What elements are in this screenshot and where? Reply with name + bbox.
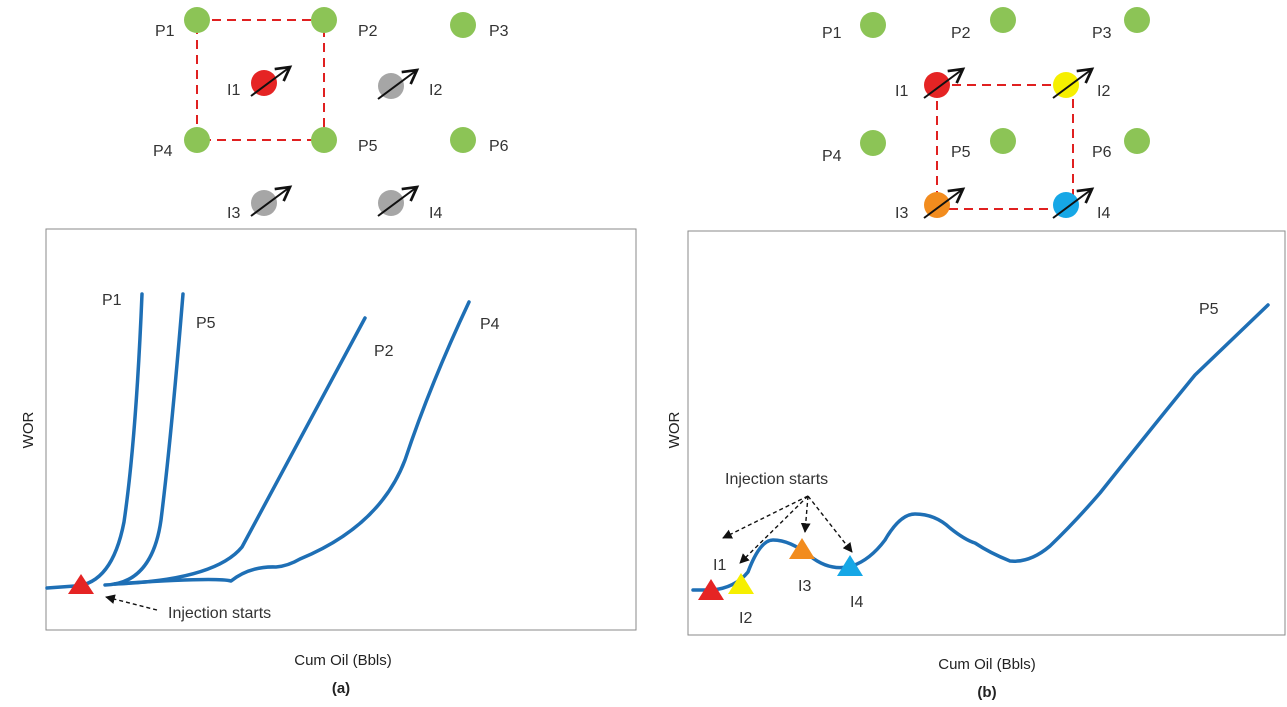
caption-b: (b)	[977, 684, 996, 701]
producer-p2-marker	[990, 7, 1016, 33]
well-label-i3: I3	[227, 205, 240, 222]
well-label-p4: P4	[153, 143, 173, 160]
marker-i2	[728, 573, 754, 594]
marker-label-i3: I3	[798, 578, 811, 595]
annotation-arrow-i2	[739, 495, 809, 564]
injection-start-marker	[68, 574, 94, 594]
injector-i2-marker	[1053, 72, 1079, 98]
well-label-p6: P6	[489, 138, 509, 155]
y-axis-label-b: WOR	[666, 412, 683, 449]
well-label-i1: I1	[895, 83, 908, 100]
caption-a: (a)	[332, 680, 350, 697]
well-label-p1: P1	[822, 25, 842, 42]
well-label-i4: I4	[1097, 205, 1110, 222]
injector-i3-arrow	[250, 185, 293, 217]
well-label-p3: P3	[1092, 25, 1112, 42]
curve-p5	[103, 292, 185, 587]
producer-p1-marker	[184, 7, 210, 33]
marker-i1	[698, 579, 724, 600]
producer-p4-marker	[860, 130, 886, 156]
panel-b: P1 P2 P3 P4 P5 P6 I1 I2 I3 I4 Injection …	[666, 7, 1286, 701]
annotation-arrow-i1	[722, 495, 809, 539]
producer-p3-marker	[450, 12, 476, 38]
pattern-boundary-b	[936, 84, 1074, 210]
panel-a: P1 P2 P3 P4 P5 P6 I1 I2 I3 I4 P1 P5 P2 P…	[20, 7, 637, 697]
injection-annotation-arrow	[105, 594, 158, 611]
curve-label-p1: P1	[102, 292, 122, 309]
well-label-p3: P3	[489, 23, 509, 40]
curve-label-p4: P4	[480, 316, 500, 333]
x-axis-label-a: Cum Oil (Bbls)	[294, 652, 392, 669]
x-axis-label-b: Cum Oil (Bbls)	[938, 656, 1036, 673]
well-label-i1: I1	[227, 82, 240, 99]
injector-i1-marker	[251, 70, 277, 96]
well-label-p4: P4	[822, 148, 842, 165]
well-map-a: P1 P2 P3 P4 P5 P6 I1 I2 I3 I4	[153, 7, 509, 222]
well-label-i4: I4	[429, 205, 442, 222]
chart-frame-a	[45, 228, 637, 631]
well-label-p1: P1	[155, 23, 175, 40]
marker-label-i1: I1	[713, 557, 726, 574]
injector-i4-marker	[378, 190, 404, 216]
chart-frame-b	[687, 230, 1286, 636]
well-label-p2: P2	[951, 25, 971, 42]
pattern-boundary-a	[196, 19, 325, 141]
injector-i3-marker	[251, 190, 277, 216]
marker-i4	[837, 555, 863, 576]
curve-p1	[45, 292, 144, 590]
well-label-p5: P5	[951, 144, 971, 161]
injector-i2-arrow	[1052, 67, 1095, 99]
producer-p1-marker	[860, 12, 886, 38]
well-map-b: P1 P2 P3 P4 P5 P6 I1 I2 I3 I4	[822, 7, 1150, 222]
curve-p4	[113, 300, 471, 586]
injector-i3-arrow	[923, 187, 966, 219]
well-label-p5: P5	[358, 138, 378, 155]
injection-annotation-b: Injection starts	[725, 471, 828, 488]
injection-annotation-a: Injection starts	[168, 605, 271, 622]
well-label-p2: P2	[358, 23, 378, 40]
producer-p6-marker	[1124, 128, 1150, 154]
well-label-i3: I3	[895, 205, 908, 222]
producer-p5-marker	[990, 128, 1016, 154]
injector-i3-marker	[924, 192, 950, 218]
injector-i1-arrow	[250, 65, 293, 97]
curve-label-p2: P2	[374, 343, 394, 360]
marker-label-i2: I2	[739, 610, 752, 627]
curve-label-p5: P5	[196, 315, 216, 332]
producer-p5-marker	[311, 127, 337, 153]
annotation-arrow-i3	[800, 495, 811, 533]
curve-p5	[691, 303, 1270, 592]
well-label-i2: I2	[1097, 83, 1110, 100]
curve-label-p5: P5	[1199, 301, 1219, 318]
injector-i4-arrow	[377, 185, 420, 217]
well-label-i2: I2	[429, 82, 442, 99]
producer-p3-marker	[1124, 7, 1150, 33]
y-axis-label-a: WOR	[20, 412, 37, 449]
marker-i3	[789, 538, 815, 559]
producer-p2-marker	[311, 7, 337, 33]
producer-p4-marker	[184, 127, 210, 153]
injector-i2-arrow	[377, 68, 420, 100]
well-label-p6: P6	[1092, 144, 1112, 161]
injector-i4-arrow	[1052, 187, 1095, 219]
marker-label-i4: I4	[850, 594, 863, 611]
injector-i1-arrow	[923, 67, 966, 99]
injector-i2-marker	[378, 73, 404, 99]
injector-i1-marker	[924, 72, 950, 98]
injector-i4-marker	[1053, 192, 1079, 218]
annotation-arrow-i4	[807, 495, 853, 553]
producer-p6-marker	[450, 127, 476, 153]
